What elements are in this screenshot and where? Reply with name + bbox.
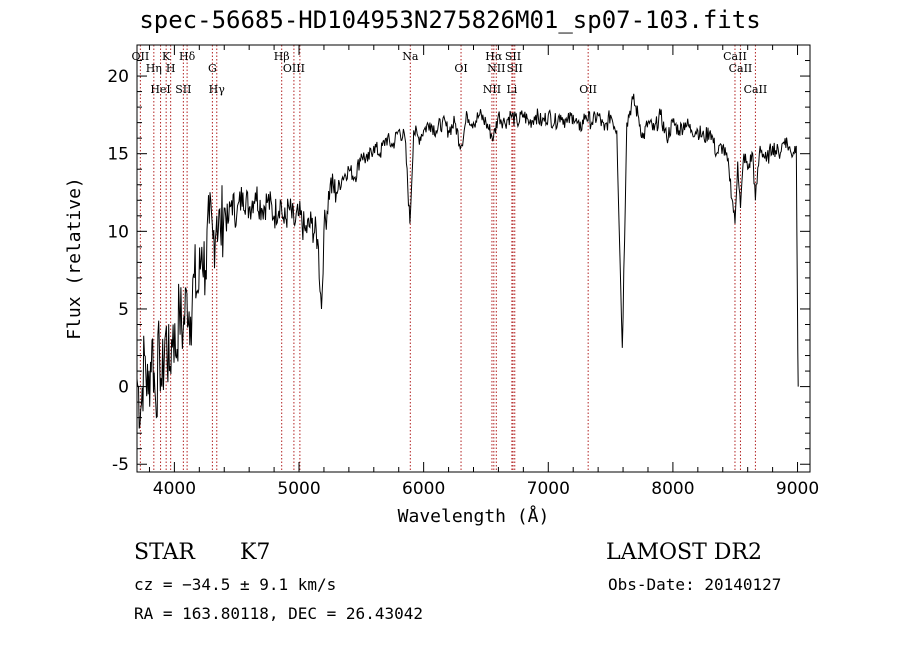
- plot-frame: [136, 44, 811, 473]
- y-tick-label: -5: [112, 455, 129, 475]
- survey-name: LAMOST DR2: [606, 540, 762, 565]
- spectral-line-label: OI: [454, 62, 467, 75]
- y-tick-label: 10: [107, 222, 129, 242]
- x-tick-label: 7000: [527, 479, 570, 499]
- axes-group: 4000 5000 6000 7000 8000 9000 -5 0 5 10 15 20 Wavele…: [64, 44, 819, 527]
- x-tick-label: 6000: [402, 479, 445, 499]
- spectral-line-label: Hα: [485, 50, 503, 63]
- spectral-line-label: Hδ: [179, 50, 196, 63]
- y-tick-label: 0: [118, 378, 129, 398]
- spectral-line-label: CaII: [723, 50, 747, 63]
- y-tick-label: 20: [107, 67, 129, 87]
- spectral-line-label: NII: [487, 62, 505, 75]
- spectral-lines-group: [139, 45, 756, 472]
- spectral-line-label: Na: [402, 50, 419, 63]
- spectrum-series: [136, 93, 799, 429]
- x-tick-label: 4000: [153, 479, 196, 499]
- object-class: STAR: [134, 540, 195, 565]
- spectral-line-label: Hγ: [209, 83, 226, 96]
- spectral-line-label: OII: [132, 50, 150, 63]
- line-labels-group: OIIHηHeIKHSIIHδGHγHβOIIINaOINIIHαNIILiSI…: [132, 50, 768, 96]
- x-tick-label: 9000: [776, 479, 819, 499]
- spectral-line-label: CaII: [729, 62, 753, 75]
- spectral-line-label: OIII: [283, 62, 305, 75]
- x-axis-label: Wavelength (Å): [398, 505, 550, 527]
- spectral-line-label: OII: [579, 83, 597, 96]
- y-axis-label: Flux (relative): [64, 177, 85, 340]
- x-tick-label: 8000: [651, 479, 694, 499]
- y-tick-label: 15: [107, 145, 129, 165]
- obs-date: Obs-Date: 20140127: [608, 575, 782, 594]
- spectral-line-label: K: [162, 50, 171, 63]
- series-group: [136, 93, 799, 429]
- spectral-line-label: CaII: [744, 83, 768, 96]
- y-tick-label: 5: [118, 300, 129, 320]
- spectral-line-label: HeI: [150, 83, 170, 96]
- spectral-line-label: Hη: [146, 62, 162, 75]
- x-tick-label: 5000: [277, 479, 320, 499]
- spectral-line-label: SII: [505, 50, 521, 63]
- spectral-line-label: G: [208, 62, 217, 75]
- chart-title: spec-56685-HD104953N275826M01_sp07-103.f…: [139, 6, 761, 34]
- object-subclass: K7: [240, 540, 271, 565]
- spectral-line-label: SII: [507, 62, 523, 75]
- spectral-line-label: SII: [175, 83, 191, 96]
- ra-dec: RA = 163.80118, DEC = 26.43042: [134, 604, 423, 623]
- spectral-line-label: H: [166, 62, 176, 75]
- spectral-line-label: Li: [506, 83, 517, 96]
- cz-value: cz = −34.5 ± 9.1 km/s: [134, 575, 337, 594]
- spectral-line-label: NII: [483, 83, 501, 96]
- spectral-line-label: Hβ: [274, 50, 290, 63]
